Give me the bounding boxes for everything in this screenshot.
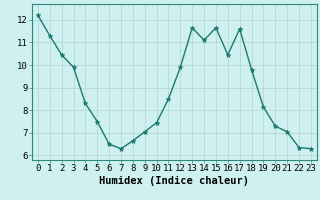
X-axis label: Humidex (Indice chaleur): Humidex (Indice chaleur)	[100, 176, 249, 186]
